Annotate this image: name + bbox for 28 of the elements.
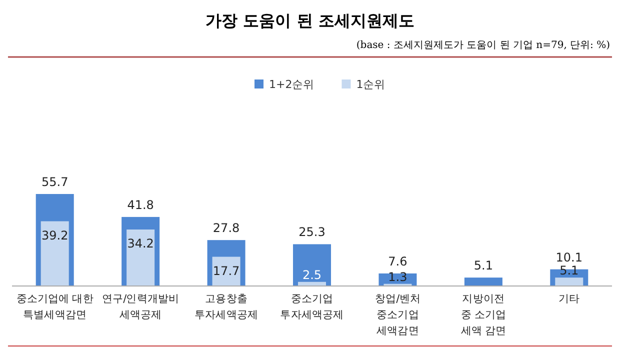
x-tick-label: 중소기업 투자세액공제 [280,293,344,321]
bar [40,221,69,286]
legend-label: 1순위 [356,78,386,91]
data-label: 25.3 [298,225,326,240]
x-tick-label: 연구/인력개발비 세액공제 [102,293,180,321]
data-label: 5.1 [474,258,493,273]
bar [464,278,502,286]
data-label: 7.6 [388,254,408,268]
data-label: 34.2 [127,236,154,251]
x-tick-label: 창업/벤처 중소기업 세액감면 [374,293,420,337]
data-label: 1.3 [388,270,408,284]
bar [293,244,331,286]
data-label: 55.7 [42,175,68,189]
chart-subtitle: (base : 조세지원제도가 도움이 된 기업 n=79, 단위: %) [356,40,610,51]
chart-title: 가장 도움이 된 조세지원제도 [206,11,414,30]
x-tick-label: 기타 [558,293,580,305]
data-label: 41.8 [127,198,154,212]
data-label: 27.8 [212,221,240,236]
x-tick-label: 고용창출 투자세액공제 [194,293,258,321]
legend-label: 1+2순위 [269,78,314,91]
data-label: 39.2 [42,228,68,242]
bar [126,230,155,286]
data-label: 2.5 [302,268,322,282]
bar [555,278,584,286]
x-tick-label: 지방이전 중 소기업 세액 감면 [460,293,506,337]
data-label: 17.7 [212,264,240,278]
x-tick-label: 중소기업에 대한 특별세액감면 [16,293,94,321]
data-label: 10.1 [556,250,582,264]
